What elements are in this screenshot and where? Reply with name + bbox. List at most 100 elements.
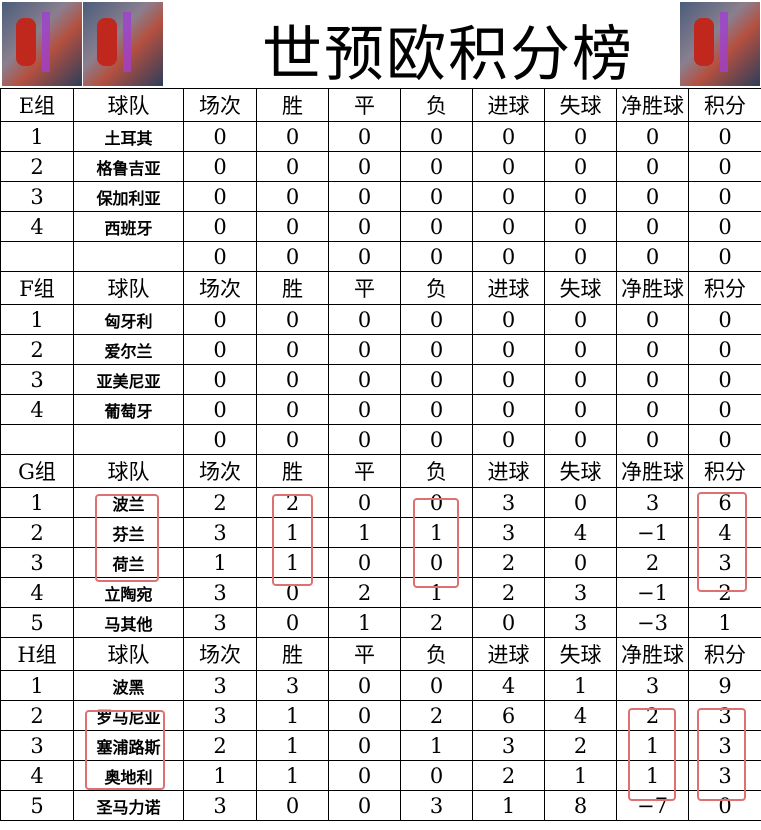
column-header: 负 [400,637,473,671]
rank-cell: 3 [0,730,74,761]
stat-cell: 0 [688,790,761,821]
stat-cell: 1 [256,700,329,731]
stat-cell: 0 [400,241,473,272]
column-header: 场次 [183,454,257,488]
stat-cell: 1 [400,577,473,608]
team-cell: 葡萄牙 [73,394,184,425]
stat-cell: 0 [616,364,689,395]
stat-cell: 0 [688,121,761,152]
stat-cell: 0 [544,151,617,182]
rank-cell: 1 [0,121,74,152]
table-row: 3 保加利亚 0 0 0 0 0 0 0 0 [0,181,761,212]
stat-cell: 0 [328,304,401,335]
stat-cell: 0 [400,364,473,395]
column-header: 净胜球 [616,637,689,671]
table-row: 4 西班牙 0 0 0 0 0 0 0 0 [0,211,761,242]
stat-cell: 0 [328,334,401,365]
column-header: 进球 [472,637,545,671]
stat-cell: 0 [256,790,329,821]
column-header: 场次 [183,271,257,305]
stat-cell: 0 [183,211,257,242]
stat-cell: 0 [544,394,617,425]
stat-cell: 0 [688,424,761,455]
stat-cell: 0 [183,364,257,395]
stat-cell: 0 [472,394,545,425]
player-image [2,2,82,86]
group-name: E组 [0,88,74,122]
stat-cell: 2 [328,577,401,608]
stat-cell: 0 [328,670,401,701]
stat-cell: 0 [400,304,473,335]
stat-cell: 0 [328,211,401,242]
stat-cell: 3 [616,670,689,701]
column-header: 负 [400,271,473,305]
column-header: 球队 [73,454,184,488]
group-header-row: E组 球队 场次胜平负进球 失球 净胜球 积分 [0,88,761,122]
stat-cell: 4 [544,700,617,731]
stat-cell: 0 [544,424,617,455]
stat-cell: 0 [256,577,329,608]
stat-cell: 0 [472,607,545,638]
stat-cell: 1 [256,760,329,791]
stat-cell: 0 [183,241,257,272]
column-header: 场次 [183,88,257,122]
team-cell [73,424,184,455]
stat-cell: 0 [616,151,689,182]
rank-cell: 2 [0,517,74,548]
stat-cell: 2 [472,760,545,791]
stat-cell: 0 [400,670,473,701]
group-name: H组 [0,637,74,671]
stat-cell: 0 [544,121,617,152]
stat-cell: 1 [688,607,761,638]
rank-cell: 1 [0,487,74,518]
rank-cell: 3 [0,181,74,212]
stat-cell: 0 [472,364,545,395]
column-header: 球队 [73,271,184,305]
stat-cell: 0 [544,241,617,272]
stat-cell: 1 [256,547,329,578]
stat-cell: 0 [328,394,401,425]
stat-cell: −1 [616,517,689,548]
stat-cell: 0 [544,487,617,518]
team-cell: 圣马力诺 [73,790,184,821]
rank-cell: 5 [0,607,74,638]
rank-cell: 4 [0,760,74,791]
team-cell: 波黑 [73,670,184,701]
player-image [680,2,760,86]
stat-cell: 0 [256,241,329,272]
highlight-box [697,492,747,592]
stat-cell: 4 [472,670,545,701]
stat-cell: 2 [183,487,257,518]
stat-cell: 0 [472,181,545,212]
stat-cell: 0 [616,304,689,335]
banner: 世预欧积分榜 [0,0,761,90]
table-row: 4 立陶宛 3 0 2 1 2 3 −1 2 [0,577,761,608]
column-header: 进球 [472,88,545,122]
column-header: 净胜球 [616,454,689,488]
column-header: 平 [328,271,401,305]
player-image [83,2,163,86]
stat-cell: −1 [616,577,689,608]
stat-cell: 9 [688,670,761,701]
table-row: 4 葡萄牙 0 0 0 0 0 0 0 0 [0,394,761,425]
stat-cell: 3 [616,487,689,518]
stat-cell: 2 [616,547,689,578]
stat-cell: 0 [400,547,473,578]
stat-cell: 0 [544,364,617,395]
team-cell: 西班牙 [73,211,184,242]
column-header: 平 [328,637,401,671]
stat-cell: 2 [688,577,761,608]
stat-cell: 0 [616,394,689,425]
column-header: 积分 [688,271,761,305]
column-header: 球队 [73,637,184,671]
team-cell: 爱尔兰 [73,334,184,365]
stat-cell: 0 [688,181,761,212]
team-cell [73,241,184,272]
stat-cell: 1 [183,760,257,791]
stat-cell: 0 [472,424,545,455]
team-cell: 保加利亚 [73,181,184,212]
stat-cell: −3 [616,607,689,638]
